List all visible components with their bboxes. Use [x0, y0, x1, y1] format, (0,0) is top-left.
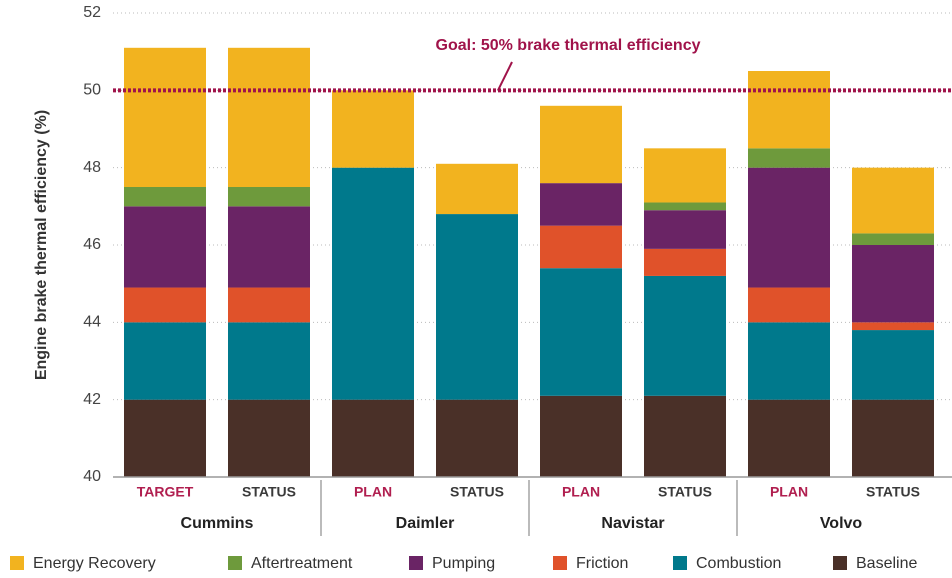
legend-label: Baseline [856, 555, 917, 572]
bar-segment [124, 187, 206, 207]
bar-segment [228, 287, 310, 323]
x-tick-label: STATUS [658, 484, 712, 500]
bar-segment [748, 287, 830, 323]
bar-segment [124, 322, 206, 400]
bar-segment [124, 399, 206, 477]
legend-label: Aftertreatment [251, 555, 353, 572]
y-tick-label: 50 [83, 82, 101, 99]
legend-swatch [228, 556, 242, 570]
x-tick-label: PLAN [770, 484, 808, 500]
group-label: Navistar [601, 515, 664, 532]
legend-swatch [553, 556, 567, 570]
bar-segment [852, 330, 934, 400]
x-tick-label: STATUS [242, 484, 296, 500]
bar-segment [540, 268, 622, 396]
bar-segment [436, 163, 518, 215]
legend-label: Friction [576, 555, 628, 572]
bar-segment [124, 47, 206, 187]
x-tick-label: PLAN [354, 484, 392, 500]
bar-segment [124, 206, 206, 288]
bar-segment [436, 214, 518, 400]
bar-segment [644, 210, 726, 249]
bar-segment [228, 47, 310, 187]
y-tick-label: 48 [83, 159, 101, 176]
bar-segment [852, 322, 934, 331]
bar-segment [228, 206, 310, 288]
bar-segment [228, 322, 310, 400]
bar-segment [228, 187, 310, 207]
y-axis-label: Engine brake thermal efficiency (%) [33, 110, 50, 380]
bar-segment [436, 399, 518, 477]
y-tick-label: 44 [83, 314, 101, 331]
bar-segment [228, 399, 310, 477]
reference-label: Goal: 50% brake thermal efficiency [436, 37, 701, 54]
bar-segment [540, 183, 622, 226]
legend-label: Energy Recovery [33, 555, 156, 572]
bar-segment [644, 395, 726, 477]
x-tick-label: STATUS [450, 484, 504, 500]
bar-segment [748, 148, 830, 168]
bar-segment [644, 148, 726, 203]
y-tick-label: 42 [83, 391, 101, 408]
bar-segment [852, 399, 934, 477]
y-tick-label: 46 [83, 236, 101, 253]
legend-swatch [673, 556, 687, 570]
legend-label: Pumping [432, 555, 495, 572]
bar-segment [644, 275, 726, 396]
group-label: Volvo [820, 515, 863, 532]
group-label: Daimler [396, 515, 455, 532]
bar-segment [644, 202, 726, 211]
bar-segment [644, 248, 726, 276]
legend-swatch [833, 556, 847, 570]
bar-segment [124, 287, 206, 323]
bar-segment [540, 225, 622, 269]
x-tick-label: STATUS [866, 484, 920, 500]
legend-label: Combustion [696, 555, 781, 572]
legend-swatch [409, 556, 423, 570]
bar-segment [332, 399, 414, 477]
bar-segment [332, 167, 414, 400]
x-tick-label: TARGET [137, 484, 194, 500]
bar-segment [748, 399, 830, 477]
y-tick-label: 40 [83, 468, 101, 485]
bar-segment [540, 395, 622, 477]
x-tick-label: PLAN [562, 484, 600, 500]
bar-segment [852, 167, 934, 234]
bar-segment [748, 71, 830, 149]
y-tick-label: 52 [83, 4, 101, 21]
bar-segment [852, 245, 934, 323]
bar-segment [748, 167, 830, 288]
bar-segment [852, 233, 934, 245]
reference-pointer [497, 61, 513, 91]
bar-segment [540, 105, 622, 184]
bar-segment [748, 322, 830, 400]
group-label: Cummins [181, 515, 254, 532]
legend-swatch [10, 556, 24, 570]
bar-segment [332, 90, 414, 168]
